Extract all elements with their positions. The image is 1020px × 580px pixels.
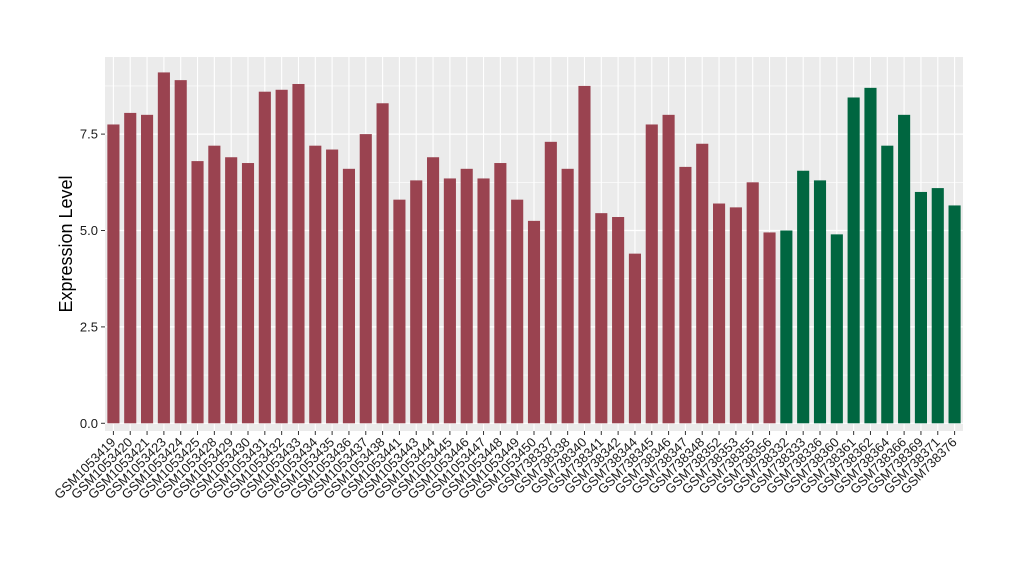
- bar-GSM1053431: [258, 91, 271, 424]
- bar-GSM1053425: [191, 161, 204, 424]
- bar-GSM738360: [830, 234, 843, 424]
- bar-GSM1053428: [208, 145, 221, 424]
- x-axis: GSM1053419GSM1053420GSM1053421GSM1053423…: [51, 431, 960, 502]
- bar-GSM1053450: [527, 220, 541, 424]
- bar-GSM1053430: [241, 163, 255, 424]
- bar-GSM738361: [847, 97, 860, 424]
- bar-GSM738346: [662, 114, 675, 424]
- bar-GSM738371: [931, 188, 944, 424]
- bar-GSM738336: [813, 180, 827, 424]
- bar-GSM1053420: [124, 112, 137, 424]
- bar-GSM738332: [780, 230, 793, 424]
- bar-GSM1053449: [511, 199, 524, 424]
- bar-GSM1053435: [326, 149, 339, 424]
- bar-GSM1053429: [225, 157, 238, 424]
- y-axis-title: Expression Level: [56, 175, 76, 312]
- y-tick-label: 5.0: [80, 223, 98, 238]
- bar-GSM1053444: [427, 157, 440, 424]
- bar-GSM1053421: [141, 114, 154, 424]
- bar-GSM1053441: [393, 199, 406, 424]
- bar-GSM738376: [948, 205, 961, 424]
- bar-GSM738348: [696, 143, 709, 424]
- bar-GSM738353: [729, 207, 742, 424]
- bar-GSM738342: [612, 217, 625, 424]
- bar-GSM738356: [763, 232, 776, 424]
- bar-GSM1053438: [376, 103, 389, 424]
- bar-GSM1053419: [107, 124, 120, 424]
- y-tick-label: 0.0: [80, 416, 98, 431]
- bar-GSM738340: [578, 85, 591, 424]
- bar-GSM1053443: [410, 180, 423, 424]
- bar-GSM1053433: [292, 83, 305, 424]
- bar-GSM1053437: [359, 134, 372, 424]
- y-axis: 0.0 2.5 5.0 7.5: [80, 127, 105, 431]
- bar-GSM1053432: [275, 89, 288, 424]
- bar-GSM738341: [595, 213, 608, 424]
- bar-GSM738355: [746, 182, 759, 424]
- bar-GSM1053446: [460, 168, 473, 424]
- bar-GSM738352: [713, 203, 726, 424]
- y-tick-label: 7.5: [80, 127, 98, 142]
- bar-GSM738345: [645, 124, 658, 424]
- bar-GSM738364: [881, 145, 894, 424]
- bar-GSM738333: [797, 170, 810, 424]
- bar-GSM1053445: [443, 178, 456, 424]
- bar-GSM738338: [561, 168, 574, 424]
- bar-GSM1053434: [309, 145, 322, 424]
- bar-GSM1053447: [477, 178, 490, 424]
- bar-GSM738369: [914, 191, 927, 424]
- bar-GSM1053448: [494, 163, 507, 424]
- bar-GSM738337: [544, 141, 557, 424]
- bar-GSM738362: [864, 87, 877, 424]
- bar-GSM1053436: [342, 168, 355, 424]
- bar-GSM1053423: [157, 72, 170, 424]
- bars: [107, 72, 961, 424]
- bar-GSM738344: [628, 253, 641, 424]
- bar-GSM1053424: [174, 80, 187, 424]
- bar-GSM738366: [898, 114, 911, 424]
- y-tick-label: 2.5: [80, 319, 98, 334]
- bar-GSM738347: [679, 166, 692, 424]
